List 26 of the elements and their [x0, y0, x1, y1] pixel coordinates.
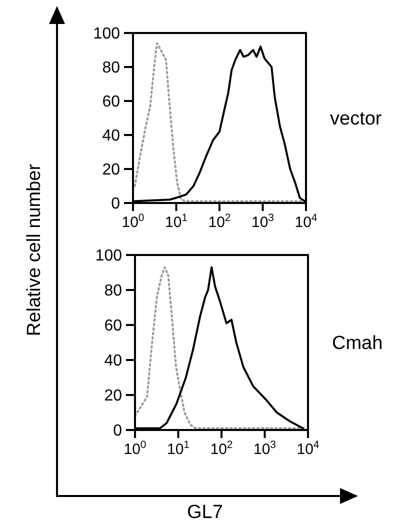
y-tick-label: 60 [104, 318, 122, 335]
y-tick-label: 60 [102, 94, 120, 111]
x-tick-label: 10$^{4}$ [294, 212, 318, 231]
y-tick-label: 0 [113, 422, 122, 440]
x-tick-label: 10$^{0}$ [124, 439, 146, 458]
x-tick-label: 10$^{3}$ [251, 212, 274, 231]
y-tick-label: 40 [104, 352, 122, 370]
x-tick-label: 10$^{4}$ [296, 439, 320, 458]
y-tick-label: 100 [93, 26, 120, 43]
x-tick-label: 10$^{1}$ [166, 439, 190, 458]
y-tick-label: 20 [102, 162, 120, 179]
x-tick-label: 10$^{2}$ [210, 439, 233, 458]
x-axis-title: GL7 [187, 502, 223, 523]
text: vector [330, 108, 382, 130]
y-tick-label: 80 [104, 282, 122, 300]
x-tick-label: 10$^{3}$ [253, 439, 276, 458]
x-tick-label: 10$^{0}$ [122, 212, 144, 231]
y-tick-label: 20 [104, 388, 122, 405]
y-tick-label: 80 [102, 60, 120, 77]
y-tick-label: 100 [95, 248, 122, 265]
x-tick-label: 10$^{1}$ [164, 212, 188, 231]
y-tick-label: 0 [111, 196, 120, 213]
x-tick-label: 10$^{2}$ [208, 212, 231, 231]
y-tick-label: 40 [102, 128, 120, 145]
text: Cmah [332, 333, 383, 354]
y-axis-title: Relative cell number [24, 163, 45, 336]
